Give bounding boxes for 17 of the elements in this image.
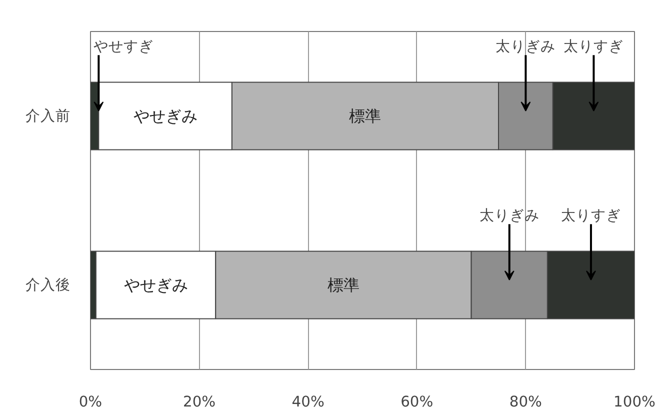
text: 太りすぎ [564,38,624,56]
x-tick-label: 20% [183,394,216,410]
series-label: やせぎみ [133,106,198,126]
y-tick-label: 介入後 [26,276,70,294]
text: 標準 [327,276,360,294]
x-tick-label: 60% [400,394,434,410]
x-tick-label: 80% [509,394,542,410]
text: やせぎみ [124,276,188,294]
series-label: 太りぎみ [479,207,540,224]
text: 太りぎみ [496,38,556,56]
annotation: やせすぎ [94,38,154,56]
x-tick-label: 0% [78,394,102,410]
series-label: 太りすぎ [560,207,621,224]
series-label: 標準 [349,106,382,126]
y-tick-label: 介入前 [26,108,70,124]
x-tick-label: 100% [614,394,656,410]
x-tick-label: 40% [292,394,324,410]
